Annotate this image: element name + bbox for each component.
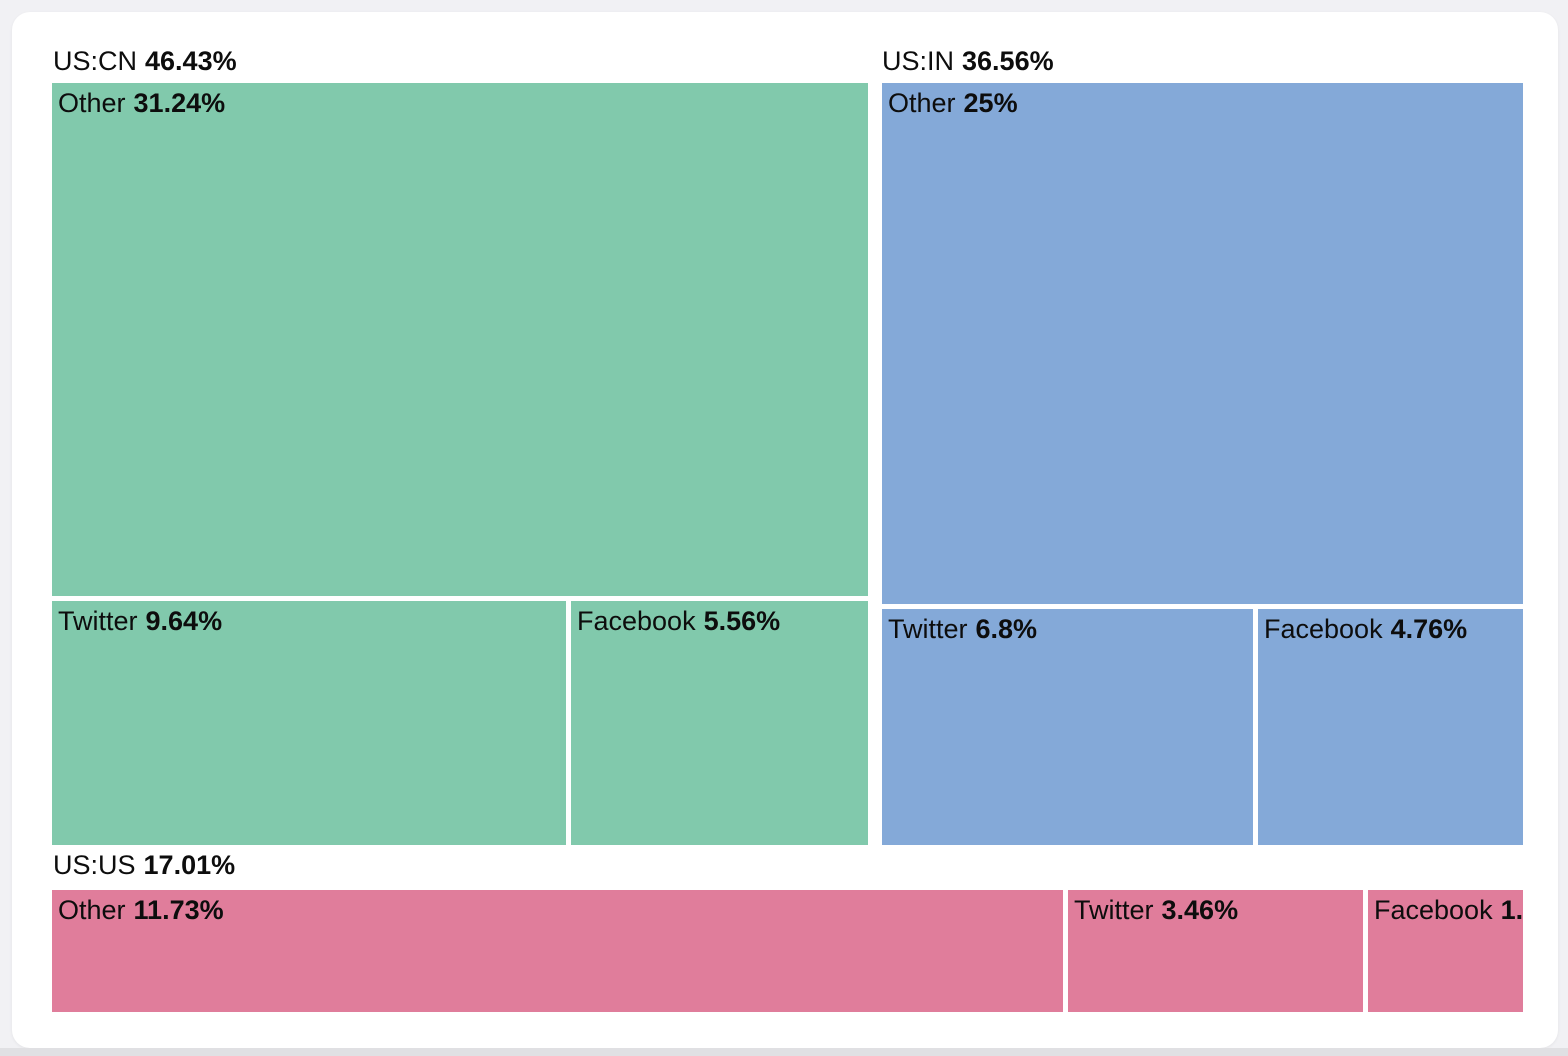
treemap-cell-us-cn-twitter[interactable]: Twitter 9.64% xyxy=(52,601,566,845)
cell-value: 6.8% xyxy=(975,614,1038,644)
cell-value: 5.56% xyxy=(703,606,781,636)
treemap-cell-us-in-facebook[interactable]: Facebook 4.76% xyxy=(1258,609,1523,845)
treemap-group-header-us-in: US:IN 36.56% xyxy=(882,43,1054,79)
treemap-group-header-us-us: US:US 17.01% xyxy=(53,847,235,883)
cell-value: 31.24% xyxy=(133,88,226,118)
cell-value: 25% xyxy=(963,88,1018,118)
cell-value: 3.46% xyxy=(1161,895,1239,925)
cell-label: Other xyxy=(58,895,126,925)
page-bottom-edge xyxy=(0,1048,1568,1056)
group-value: 17.01% xyxy=(143,850,236,880)
treemap-cell-us-cn-other[interactable]: Other 31.24% xyxy=(52,83,868,596)
treemap-cell-us-cn-facebook[interactable]: Facebook 5.56% xyxy=(571,601,868,845)
cell-value: 1.81% xyxy=(1500,895,1523,925)
treemap-cell-us-in-twitter[interactable]: Twitter 6.8% xyxy=(882,609,1253,845)
cell-label: Other xyxy=(888,88,956,118)
treemap-cell-us-us-other[interactable]: Other 11.73% xyxy=(52,890,1063,1012)
treemap-cell-us-in-other[interactable]: Other 25% xyxy=(882,83,1523,604)
cell-label: Facebook xyxy=(1374,895,1493,925)
group-label: US:US xyxy=(53,850,136,880)
cell-label: Twitter xyxy=(1074,895,1154,925)
cell-label: Twitter xyxy=(58,606,138,636)
treemap-group-header-us-cn: US:CN 46.43% xyxy=(53,43,237,79)
treemap-cell-us-us-twitter[interactable]: Twitter 3.46% xyxy=(1068,890,1363,1012)
cell-value: 9.64% xyxy=(145,606,223,636)
group-label: US:CN xyxy=(53,46,138,76)
cell-value: 11.73% xyxy=(133,895,224,925)
treemap-cell-us-us-facebook[interactable]: Facebook 1.81% xyxy=(1368,890,1523,1012)
cell-value: 4.76% xyxy=(1390,614,1468,644)
cell-label: Twitter xyxy=(888,614,968,644)
cell-label: Facebook xyxy=(1264,614,1383,644)
cell-label: Facebook xyxy=(577,606,696,636)
treemap-card: US:CN 46.43% Other 31.24% Twitter 9.64% Fac… xyxy=(12,12,1558,1048)
cell-label: Other xyxy=(58,88,126,118)
group-value: 36.56% xyxy=(962,46,1054,76)
group-value: 46.43% xyxy=(145,46,237,76)
group-label: US:IN xyxy=(882,46,955,76)
